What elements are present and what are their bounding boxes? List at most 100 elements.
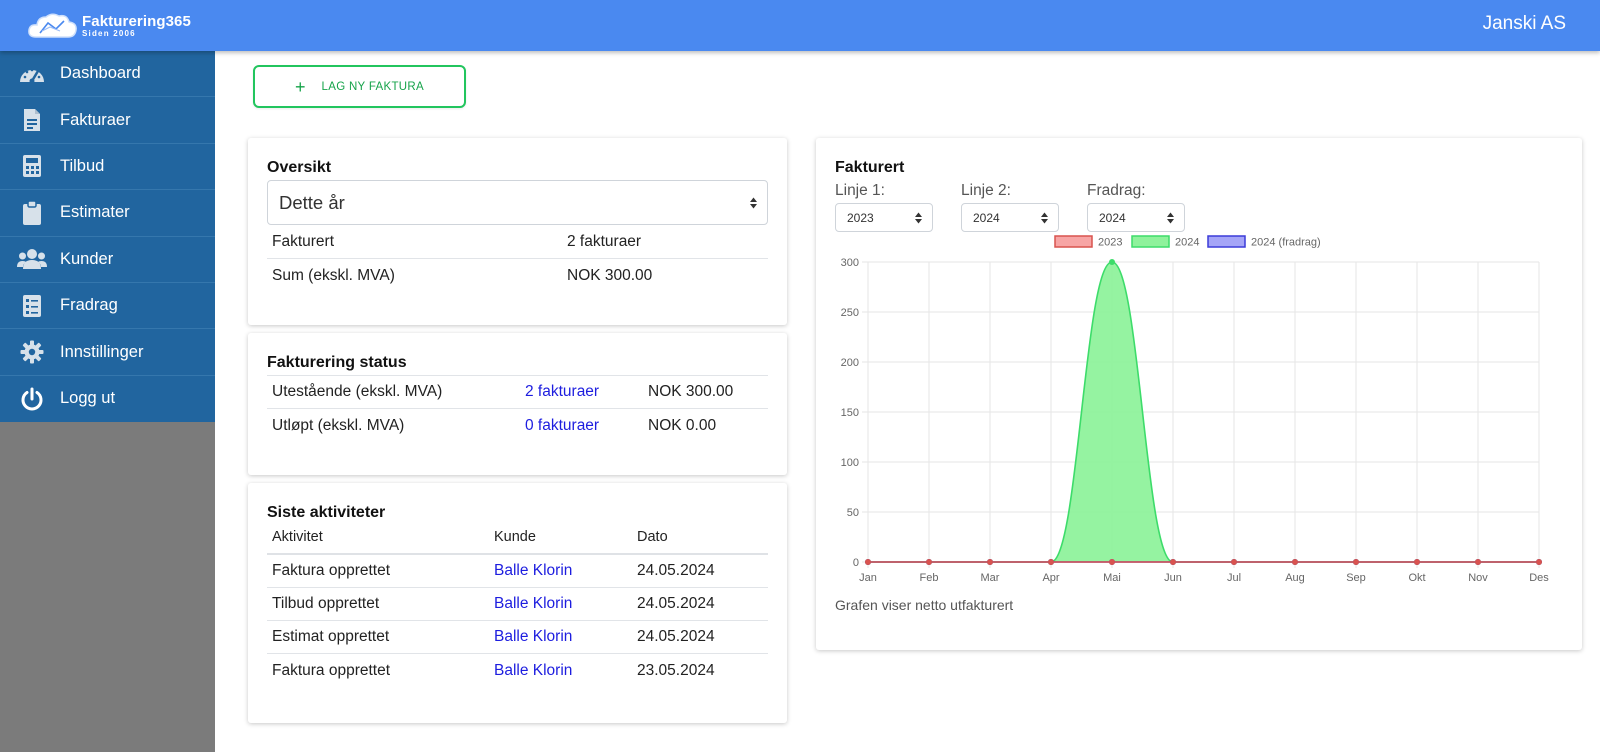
select-arrows-icon	[1167, 212, 1174, 223]
users-icon	[17, 246, 47, 272]
data-point	[1292, 559, 1298, 565]
status-row-label: Utløpt (ekskl. MVA)	[272, 416, 405, 434]
y-tick-label: 0	[853, 557, 859, 569]
date-cell: 23.05.2024	[637, 661, 715, 679]
x-tick-label: Jul	[1227, 572, 1241, 584]
data-point	[1109, 259, 1115, 265]
overview-row-value: NOK 300.00	[567, 266, 653, 284]
status-row-amount: NOK 0.00	[648, 416, 717, 434]
sidebar-item-label: Innstillinger	[60, 342, 144, 361]
sidebar-item-logg-ut[interactable]: Logg ut	[0, 376, 215, 422]
sidebar-item-label: Fakturaer	[60, 110, 131, 129]
calculator-icon	[17, 153, 47, 179]
sidebar-item-tilbud[interactable]: Tilbud	[0, 144, 215, 191]
dashboard-icon	[17, 61, 47, 87]
table-row: Faktura opprettet Balle Klorin 24.05.202…	[267, 555, 768, 588]
cloud-logo-icon	[28, 13, 77, 38]
sidebar-nav: Dashboard Fakturaer Tilbud Estimater Kun…	[0, 51, 215, 423]
new-invoice-button[interactable]: + LAG NY FAKTURA	[253, 65, 466, 108]
data-point	[1353, 559, 1359, 565]
x-tick-label: Feb	[920, 572, 939, 584]
sidebar-item-fakturaer[interactable]: Fakturaer	[0, 97, 215, 144]
outstanding-invoices-link[interactable]: 2 fakturaer	[525, 383, 600, 400]
billing-chart-title: Fakturert	[835, 159, 905, 176]
data-point	[1109, 559, 1115, 565]
customer-link[interactable]: Balle Klorin	[494, 595, 573, 612]
sidebar-item-label: Kunder	[60, 249, 114, 268]
legend-label: 2024 (fradrag)	[1251, 237, 1321, 249]
billing-chart-card: Fakturert Linje 1: 2023 Linje 2: 2024 Fr…	[816, 138, 1582, 650]
sidebar-item-dashboard[interactable]: Dashboard	[0, 51, 215, 98]
overview-row-label: Sum (ekskl. MVA)	[272, 266, 395, 284]
x-tick-label: Sep	[1346, 572, 1366, 584]
plus-icon: +	[295, 76, 306, 97]
table-row: Faktura opprettet Balle Klorin 23.05.202…	[267, 654, 768, 687]
line2-selected-value: 2024	[973, 211, 1000, 225]
invoice-icon	[17, 107, 47, 133]
line2-select[interactable]: 2024	[961, 203, 1059, 232]
x-tick-label: Jan	[859, 572, 877, 584]
top-bar: Fakturering365 Siden 2006 Janski AS	[0, 0, 1600, 51]
expired-invoices-link[interactable]: 0 fakturaer	[525, 416, 600, 434]
period-select[interactable]: Dette år	[267, 180, 768, 225]
sidebar-item-estimater[interactable]: Estimater	[0, 190, 215, 237]
sidebar-item-innstillinger[interactable]: Innstillinger	[0, 329, 215, 376]
customer-link[interactable]: Balle Klorin	[494, 628, 573, 645]
billing-status-card: Fakturering status Utestående (ekskl. MV…	[248, 333, 787, 475]
status-row: Utestående (ekskl. MVA) 2 fakturaer NOK …	[267, 376, 768, 409]
overview-row-value: 2 fakturaer	[567, 233, 642, 250]
chart-footnote: Grafen viser netto utfakturert	[835, 597, 1014, 613]
x-tick-label: Mar	[981, 572, 1000, 584]
status-row-label: Utestående (ekskl. MVA)	[272, 383, 443, 400]
activity-cell: Faktura opprettet	[272, 562, 391, 579]
date-cell: 24.05.2024	[637, 562, 715, 579]
date-cell: 24.05.2024	[637, 595, 715, 612]
legend-label: 2023	[1098, 237, 1122, 249]
data-point	[865, 559, 871, 565]
company-name[interactable]: Janski AS	[1482, 13, 1566, 34]
select-arrows-icon	[1041, 212, 1048, 223]
customer-column-header: Kunde	[494, 529, 536, 545]
y-tick-label: 150	[841, 407, 859, 419]
data-point	[1048, 559, 1054, 565]
data-point	[1231, 559, 1237, 565]
y-tick-label: 100	[841, 457, 859, 469]
clipboard-icon	[17, 200, 47, 226]
sidebar-item-label: Logg ut	[60, 389, 116, 408]
recent-activities-card: Siste aktiviteter Aktivitet Kunde Dato F…	[248, 483, 787, 723]
table-row: Estimat opprettet Balle Klorin 24.05.202…	[267, 621, 768, 654]
sidebar-item-fradrag[interactable]: Fradrag	[0, 283, 215, 330]
y-tick-label: 300	[841, 257, 859, 269]
sidebar-item-kunder[interactable]: Kunder	[0, 237, 215, 283]
deduction-select[interactable]: 2024	[1087, 203, 1185, 232]
data-point	[1475, 559, 1481, 565]
activity-cell: Estimat opprettet	[272, 628, 390, 645]
line1-select[interactable]: 2023	[835, 203, 933, 232]
table-row: Tilbud opprettet Balle Klorin 24.05.2024	[267, 588, 768, 621]
overview-row-label: Fakturert	[272, 233, 335, 250]
x-tick-label: Mai	[1103, 572, 1121, 584]
legend-swatch	[1207, 235, 1246, 248]
line1-label: Linje 1:	[835, 182, 885, 199]
customer-link[interactable]: Balle Klorin	[494, 562, 573, 579]
period-selected-value: Dette år	[279, 192, 345, 213]
status-row: Utløpt (ekskl. MVA) 0 fakturaer NOK 0.00	[267, 409, 768, 442]
billing-status-title: Fakturering status	[267, 354, 407, 371]
brand-logo[interactable]: Fakturering365 Siden 2006	[26, 7, 206, 43]
status-row-amount: NOK 300.00	[648, 383, 734, 400]
y-tick-label: 50	[847, 507, 859, 519]
date-column-header: Dato	[637, 529, 668, 545]
line1-selected-value: 2023	[847, 211, 874, 225]
x-tick-label: Okt	[1408, 572, 1425, 584]
overview-card: Oversikt Dette år Fakturert 2 fakturaer …	[248, 138, 787, 325]
deduction-selected-value: 2024	[1099, 211, 1126, 225]
legend-swatch	[1054, 235, 1093, 248]
customer-link[interactable]: Balle Klorin	[494, 661, 573, 679]
checklist-icon	[17, 293, 47, 319]
date-cell: 24.05.2024	[637, 628, 715, 645]
billing-area-chart: 0 50 100 150 200 250 300 Jan Feb Mar Apr Mai Jun Jul A…	[841, 235, 1549, 584]
overview-row: Sum (ekskl. MVA) NOK 300.00	[267, 259, 768, 292]
line2-label: Linje 2:	[961, 182, 1011, 199]
y-tick-label: 200	[841, 357, 859, 369]
deduction-label: Fradrag:	[1087, 182, 1146, 199]
